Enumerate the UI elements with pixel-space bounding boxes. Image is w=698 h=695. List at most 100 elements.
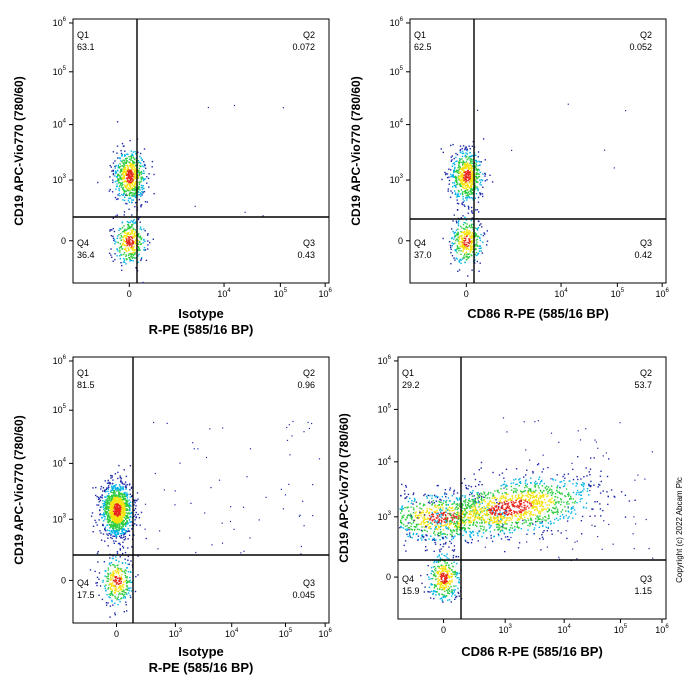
event-dot (486, 240, 489, 242)
event-dot (491, 522, 494, 524)
event-dot (438, 549, 441, 551)
event-dot (135, 187, 137, 189)
event-dot (444, 492, 446, 494)
event-dot (446, 176, 449, 179)
event-dot (561, 493, 563, 495)
event-dot (469, 157, 471, 160)
event-dot (244, 211, 246, 213)
event-dot (474, 167, 476, 169)
event-dot (463, 257, 466, 259)
event-dot (455, 171, 457, 173)
event-dot (144, 230, 146, 232)
event-dot (451, 510, 453, 512)
event-dot (126, 181, 128, 184)
event-dot (456, 199, 458, 201)
event-dot (533, 509, 536, 511)
event-dot (407, 527, 410, 529)
event-dot (535, 521, 537, 523)
event-dot (122, 514, 125, 517)
event-dot (461, 176, 463, 178)
event-dot (556, 510, 559, 512)
event-dot (466, 255, 468, 257)
event-dot (467, 517, 469, 519)
event-dot (137, 162, 140, 164)
event-dot (105, 501, 107, 503)
event-dot (463, 240, 466, 242)
event-dot (547, 527, 549, 529)
event-dot (407, 493, 410, 496)
event-dot (131, 248, 133, 250)
event-dot (410, 516, 413, 518)
event-dot (240, 552, 242, 554)
x-tick-label: 105 (611, 288, 625, 299)
event-dot (466, 247, 469, 249)
event-dot (513, 510, 515, 512)
event-dot (133, 515, 135, 518)
quadrant-name: Q4 (414, 238, 426, 248)
event-dot (103, 515, 105, 518)
event-dot (448, 506, 451, 508)
event-dot (455, 250, 457, 252)
event-dot (109, 164, 111, 167)
event-dot (541, 521, 543, 523)
event-dot (475, 243, 477, 245)
event-dot (466, 182, 468, 184)
event-dot (463, 179, 465, 182)
event-dot (468, 156, 470, 158)
event-dot (454, 175, 457, 177)
event-dot (420, 521, 423, 523)
event-dot (475, 177, 478, 179)
event-dot (194, 205, 196, 207)
event-dot (471, 493, 473, 495)
event-dot (474, 175, 477, 178)
event-dot (462, 198, 464, 200)
event-dot (461, 227, 463, 229)
event-dot (112, 535, 114, 537)
event-dot (476, 238, 479, 241)
event-dot (114, 515, 116, 517)
event-dot (116, 570, 118, 573)
event-dot (613, 167, 615, 169)
event-dot (475, 163, 477, 165)
event-dot (114, 495, 117, 497)
event-dot (125, 588, 127, 591)
event-dot (115, 579, 117, 581)
event-dot (554, 518, 556, 521)
event-dot (511, 527, 514, 529)
event-dot (115, 484, 117, 486)
event-dot (504, 550, 506, 553)
event-dot (108, 563, 111, 565)
event-dot (468, 197, 471, 199)
event-dot (115, 176, 118, 178)
event-dot (472, 522, 475, 524)
event-dot (474, 505, 476, 507)
event-dot (461, 516, 463, 518)
event-dot (453, 502, 456, 504)
event-dot (119, 544, 121, 546)
event-dot (112, 577, 114, 579)
event-dot (105, 504, 108, 506)
event-dot (471, 492, 473, 494)
event-dot (542, 508, 544, 510)
event-dot (470, 206, 473, 209)
event-dot (125, 185, 127, 188)
event-dot (547, 495, 549, 497)
event-dot (430, 517, 432, 519)
event-dot (95, 521, 97, 524)
event-dot (128, 227, 131, 229)
event-dot (487, 504, 490, 506)
event-dot (128, 581, 131, 583)
event-dot (483, 496, 485, 498)
event-dot (431, 504, 433, 506)
event-dot (497, 533, 500, 535)
event-dot (130, 181, 132, 184)
event-dot (119, 511, 122, 513)
event-dot (475, 165, 477, 167)
event-dot (119, 556, 121, 558)
event-dot (470, 158, 473, 160)
event-dot (454, 166, 456, 169)
x-axis-title: CD86 R-PE (585/16 BP) (467, 306, 609, 321)
event-dot (138, 253, 140, 256)
event-dot (133, 178, 135, 181)
